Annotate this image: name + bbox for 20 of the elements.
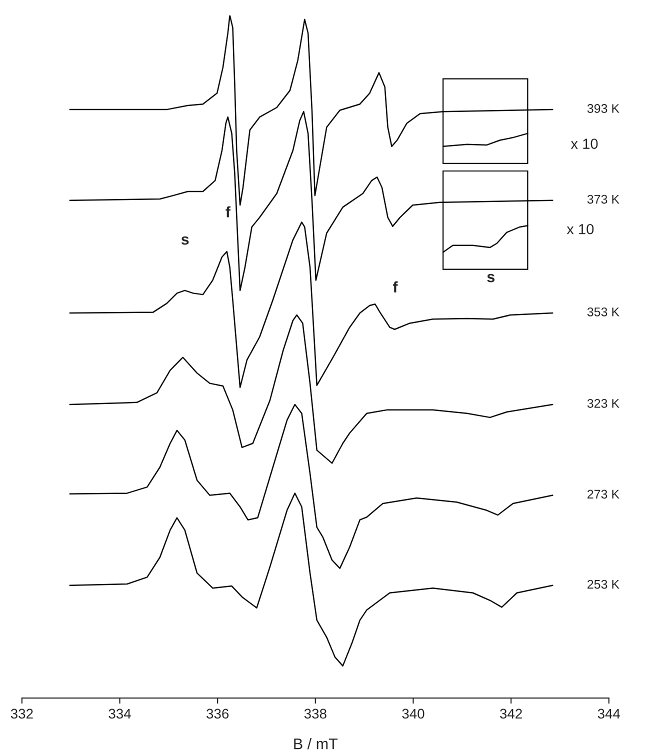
x-tick-label: 332 [10,708,33,719]
annotation: s [181,236,189,245]
annotation: x 10 [570,138,598,149]
x-tick-label: 342 [500,708,522,719]
x-axis-title: B / mT [294,738,338,750]
x-tick-label: 334 [108,708,131,719]
annotation: x 10 [566,224,594,234]
text: 273 K [588,490,620,499]
text: 323 K [587,398,620,408]
annotation: f [226,206,231,218]
text: 253 K [588,580,620,589]
x-tick-label: 344 [598,708,620,719]
x-tick-label: 338 [304,708,326,719]
annotation: f [392,281,398,292]
text: 393 K [587,104,620,113]
text: 373 K [587,194,620,204]
text: 353 K [587,307,620,316]
x-tick-label: 340 [402,708,424,719]
x-tick-label: 336 [206,708,229,719]
annotation: s [487,274,495,282]
